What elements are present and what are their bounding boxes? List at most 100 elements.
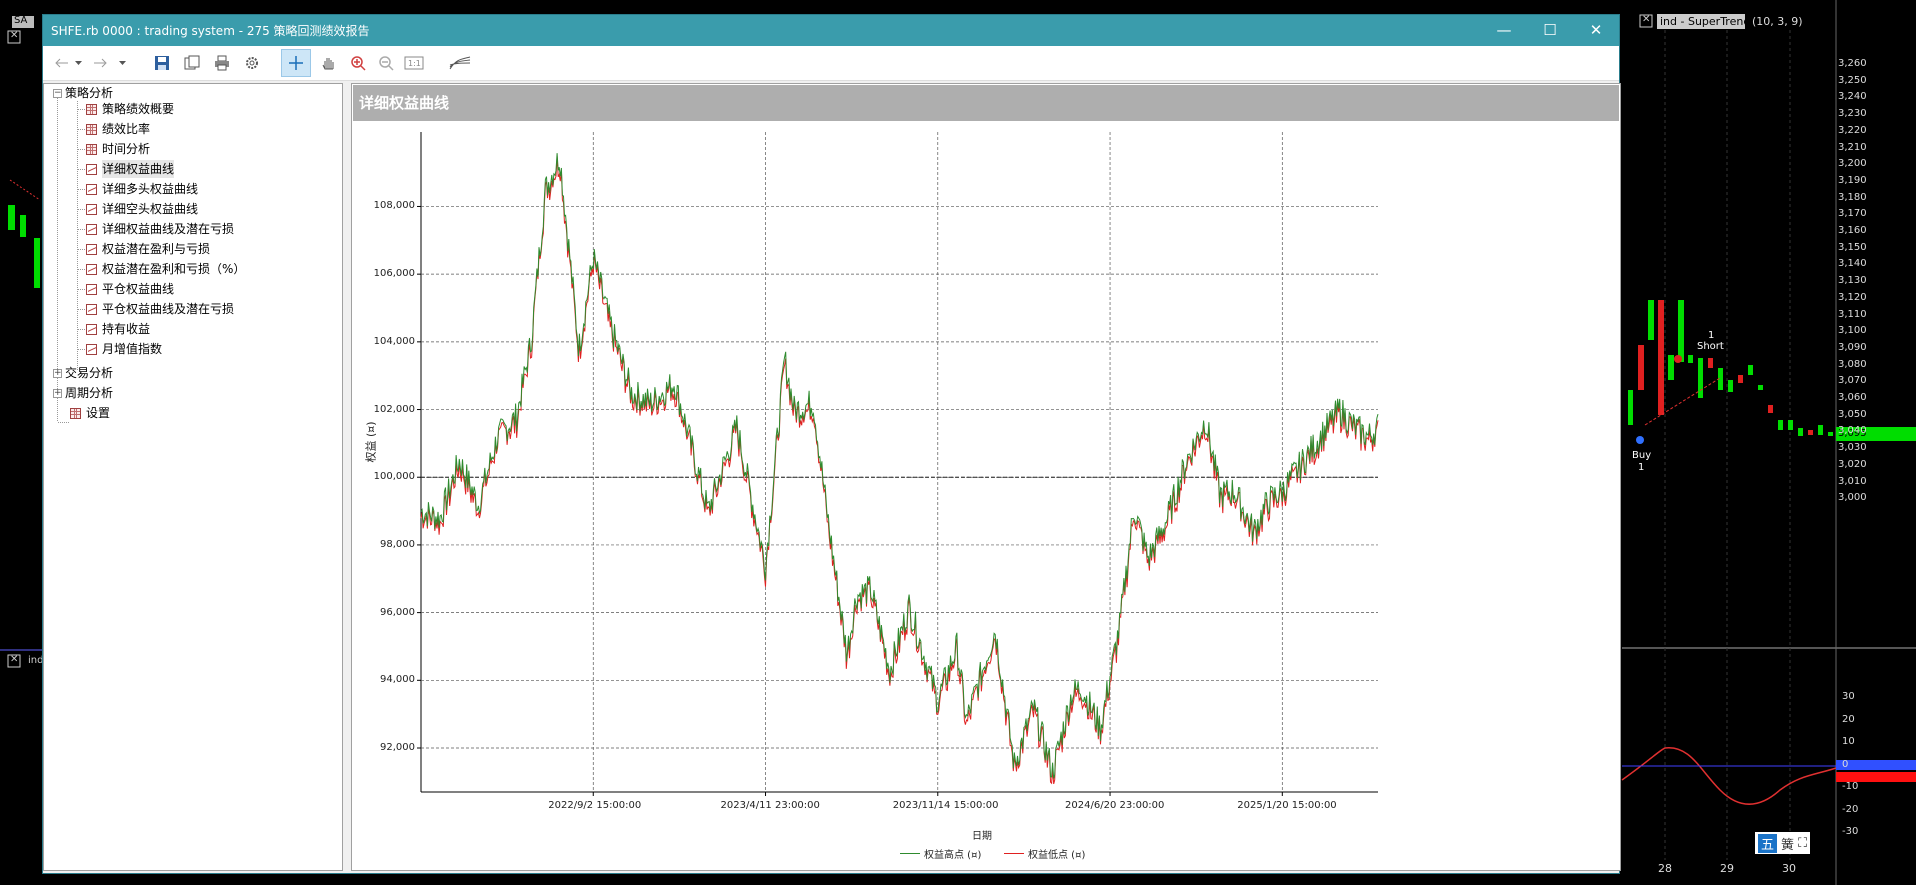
back-icon[interactable] xyxy=(49,51,75,75)
price-tick: 3,200 xyxy=(1838,158,1867,170)
price-tick: 3,250 xyxy=(1838,74,1867,86)
tree-node-label: 周期分析 xyxy=(65,386,114,400)
tree-node-strategy-analysis[interactable]: − 策略分析 xyxy=(53,84,113,102)
ime-fullscreen-icon[interactable]: ⛶ xyxy=(1798,835,1808,851)
y-tick-label: 98,000 xyxy=(380,538,415,550)
crosshair-icon[interactable] xyxy=(281,49,311,77)
tree-item-label: 详细多头权益曲线 xyxy=(102,182,199,196)
minimize-button[interactable]: — xyxy=(1496,21,1512,39)
oscillator-tick: 10 xyxy=(1842,736,1855,747)
line-chart-icon xyxy=(86,283,97,295)
gear-icon[interactable] xyxy=(239,51,265,75)
price-tick: 3,050 xyxy=(1838,408,1867,420)
export-icon[interactable] xyxy=(179,51,205,75)
chart-panel: 详细权益曲线 92,000 94,000 96,000 98,000 100,000 10… xyxy=(351,83,1621,871)
ime-indicator[interactable]: 五 簧 ⛶ xyxy=(1755,832,1811,854)
price-tick: 3,170 xyxy=(1838,208,1867,220)
zoom-in-icon[interactable] xyxy=(345,51,371,75)
price-tick: 3,190 xyxy=(1838,174,1867,186)
date-tick: 30 xyxy=(1782,862,1796,875)
x-tick-label: 2024/6/20 23:00:00 xyxy=(1065,800,1165,811)
price-tick: 3,150 xyxy=(1838,241,1867,253)
close-button[interactable]: ✕ xyxy=(1589,21,1603,39)
symbol-tag[interactable]: SA xyxy=(14,15,28,26)
y-tick-label: 92,000 xyxy=(380,742,415,753)
price-tick: 3,210 xyxy=(1838,141,1867,153)
series-high-line xyxy=(420,153,1379,779)
buy-label: Buy xyxy=(1632,450,1652,461)
y-tick-label: 102,000 xyxy=(373,403,415,415)
line-chart-icon xyxy=(86,243,97,255)
forward-icon[interactable] xyxy=(87,51,113,75)
print-icon[interactable] xyxy=(209,51,235,75)
price-tick: 3,240 xyxy=(1838,91,1867,103)
y-axis-title: 权益 (¤) xyxy=(364,421,378,463)
chart-style-icon[interactable] xyxy=(445,51,475,75)
price-tick: 3,260 xyxy=(1838,58,1867,69)
back-dropdown-icon[interactable] xyxy=(71,51,85,75)
price-tick: 3,220 xyxy=(1838,124,1867,136)
ime-width[interactable]: 簧 xyxy=(1781,837,1795,853)
tree-node-period-analysis[interactable]: + 周期分析 xyxy=(53,384,113,402)
price-tick: 3,120 xyxy=(1838,291,1867,303)
report-window: SHFE.rb 0000 : trading system - 275 策略回测… xyxy=(42,14,1621,874)
price-tick: 3,230 xyxy=(1838,108,1867,120)
save-icon[interactable] xyxy=(149,51,175,75)
title-bar[interactable]: SHFE.rb 0000 : trading system - 275 策略回测… xyxy=(43,15,1619,46)
tree-item[interactable]: 时间分析 xyxy=(86,140,150,158)
tree-item-label: 绩效比率 xyxy=(102,122,151,136)
tree-item[interactable]: 绩效比率 xyxy=(86,120,150,138)
oscillator-tick: -20 xyxy=(1842,803,1859,815)
price-tick: 3,040 xyxy=(1838,425,1867,437)
lower-indicator-tag[interactable]: ind xyxy=(28,655,44,666)
zoom-out-icon[interactable] xyxy=(373,51,399,75)
expand-icon[interactable]: + xyxy=(53,387,62,398)
tree-node-label: 策略分析 xyxy=(65,86,114,100)
equity-chart[interactable] xyxy=(352,122,1620,870)
legend-item: 权益低点 (¤) xyxy=(1004,846,1085,861)
tree-item-label: 时间分析 xyxy=(102,142,151,156)
tree-item[interactable]: 详细空头权益曲线 xyxy=(86,200,198,218)
collapse-icon[interactable]: − xyxy=(53,87,62,98)
line-chart-icon xyxy=(86,343,97,355)
close-icon[interactable]: ✕ xyxy=(10,654,19,665)
price-tick: 3,110 xyxy=(1838,308,1867,320)
y-tick-label: 94,000 xyxy=(380,674,415,686)
report-tree: − 策略分析 策略绩效概要绩效比率时间分析详细权益曲线详细多头权益曲线详细空头权… xyxy=(43,83,343,871)
tree-item[interactable]: 持有收益 xyxy=(86,320,150,338)
table-icon xyxy=(70,407,81,419)
indicator-tag[interactable]: ind - SuperTrend xyxy=(1660,15,1751,28)
tree-item[interactable]: 平仓权益曲线及潜在亏损 xyxy=(86,300,234,318)
tree-node-trade-analysis[interactable]: + 交易分析 xyxy=(53,364,113,382)
fit-icon[interactable]: 1:1 xyxy=(401,51,427,75)
buy-qty: 1 xyxy=(1638,462,1645,473)
expand-icon[interactable]: + xyxy=(53,367,62,378)
ime-mode[interactable]: 五 xyxy=(1758,833,1778,853)
maximize-button[interactable]: ☐ xyxy=(1543,21,1557,39)
price-tick: 3,080 xyxy=(1838,358,1867,370)
legend-item: 权益高点 (¤) xyxy=(900,846,981,861)
tree-item[interactable]: 权益潜在盈利和亏损（%） xyxy=(86,260,245,278)
tree-item[interactable]: 详细多头权益曲线 xyxy=(86,180,198,198)
tree-item[interactable]: 权益潜在盈利与亏损 xyxy=(86,240,210,258)
price-tick: 3,060 xyxy=(1838,392,1867,403)
close-icon[interactable]: ✕ xyxy=(10,30,19,41)
price-tick: 3,010 xyxy=(1838,475,1867,487)
indicator-params: (10, 3, 9) xyxy=(1752,15,1803,28)
price-tick: 3,160 xyxy=(1838,225,1867,236)
tree-item[interactable]: 平仓权益曲线 xyxy=(86,280,174,298)
tree-item[interactable]: 详细权益曲线 xyxy=(86,160,175,178)
tree-item[interactable]: 策略绩效概要 xyxy=(86,100,174,118)
tree-node-settings[interactable]: 设置 xyxy=(70,404,110,422)
tree-item-label: 权益潜在盈利与亏损 xyxy=(102,242,211,256)
legend-label: 权益低点 (¤) xyxy=(1028,850,1086,861)
close-icon[interactable]: ✕ xyxy=(1642,14,1651,25)
forward-dropdown-icon[interactable] xyxy=(115,51,129,75)
tree-item[interactable]: 月增值指数 xyxy=(86,340,162,358)
price-tick: 3,090 xyxy=(1838,341,1867,353)
line-chart-icon xyxy=(86,323,97,335)
tree-item[interactable]: 详细权益曲线及潜在亏损 xyxy=(86,220,234,238)
chart-panel-header: 详细权益曲线 xyxy=(353,85,1619,121)
line-chart-icon xyxy=(86,163,97,175)
hand-icon[interactable] xyxy=(315,51,341,75)
